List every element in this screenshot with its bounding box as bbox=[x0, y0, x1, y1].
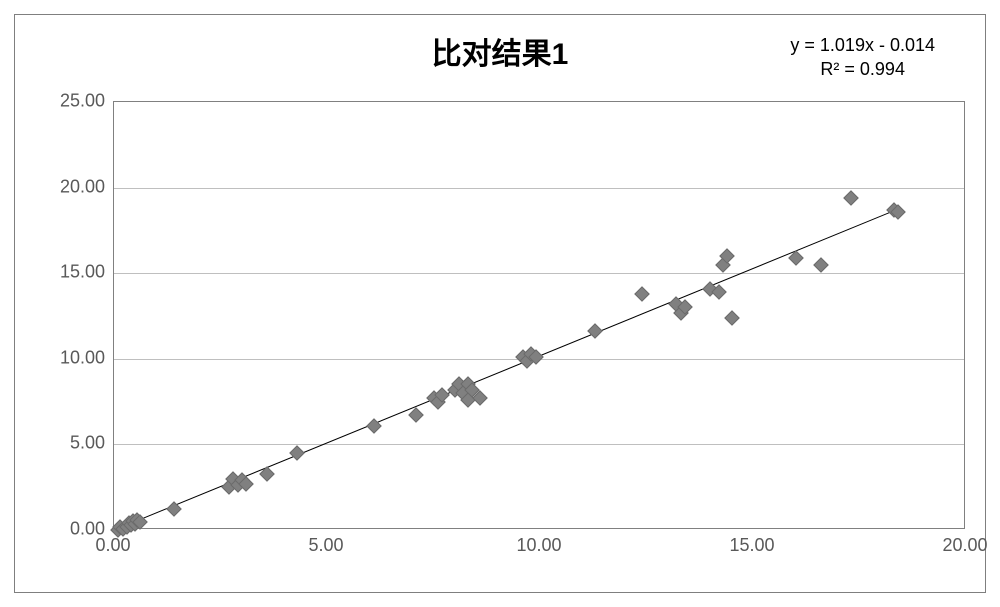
chart-title-text: 比对结果1 bbox=[432, 38, 569, 71]
y-axis-tick-label: 5.00 bbox=[51, 433, 105, 454]
r-squared-text: R² = 0.994 bbox=[790, 57, 935, 81]
scatter-point bbox=[843, 190, 859, 206]
x-axis-tick-label: 15.00 bbox=[729, 535, 774, 556]
gridline-horizontal bbox=[114, 188, 964, 189]
scatter-point bbox=[813, 257, 829, 273]
x-axis-tick-label: 10.00 bbox=[516, 535, 561, 556]
regression-equation: y = 1.019x - 0.014 R² = 0.994 bbox=[790, 33, 935, 82]
plot-area bbox=[113, 101, 965, 529]
scatter-point bbox=[634, 286, 650, 302]
y-axis-tick-label: 10.00 bbox=[51, 347, 105, 368]
x-axis-tick-label: 20.00 bbox=[942, 535, 987, 556]
gridline-horizontal bbox=[114, 273, 964, 274]
y-axis-tick-label: 25.00 bbox=[51, 91, 105, 112]
y-axis-tick-label: 15.00 bbox=[51, 262, 105, 283]
gridline-horizontal bbox=[114, 444, 964, 445]
y-axis-tick-label: 20.00 bbox=[51, 176, 105, 197]
scatter-point bbox=[289, 445, 305, 461]
chart-container: 比对结果1 y = 1.019x - 0.014 R² = 0.994 0.00… bbox=[14, 14, 986, 593]
scatter-point bbox=[409, 408, 425, 424]
scatter-point bbox=[724, 310, 740, 326]
scatter-point bbox=[588, 324, 604, 340]
equation-text: y = 1.019x - 0.014 bbox=[790, 33, 935, 57]
x-axis-tick-label: 0.00 bbox=[95, 535, 130, 556]
x-axis-tick-label: 5.00 bbox=[308, 535, 343, 556]
